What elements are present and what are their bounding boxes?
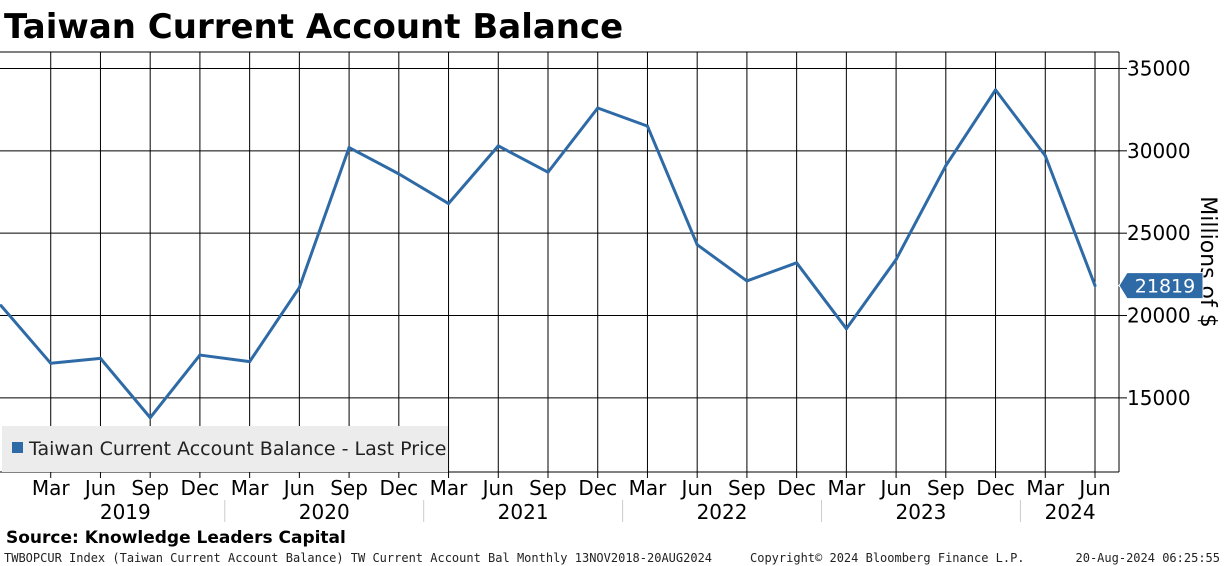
data-point xyxy=(994,88,998,92)
last-value-tag: 21819 xyxy=(1118,272,1204,300)
source-note: Source: Knowledge Leaders Capital xyxy=(6,528,346,548)
y-tick-label: 20000 xyxy=(1127,304,1191,328)
x-tick-label: Dec xyxy=(976,476,1015,500)
x-tick-label: Dec xyxy=(379,476,418,500)
x-tick-label: Dec xyxy=(578,476,617,500)
y-axis-label: Millions of $ xyxy=(1195,196,1220,327)
x-tick-label: Mar xyxy=(629,476,668,500)
x-tick-label: Mar xyxy=(430,476,469,500)
x-tick-label: Mar xyxy=(231,476,270,500)
x-year-label: 2021 xyxy=(498,500,549,524)
y-tick-label: 15000 xyxy=(1127,386,1191,410)
x-tick-label: Sep xyxy=(131,476,169,500)
x-tick-label: Jun xyxy=(1077,476,1110,500)
data-point xyxy=(844,327,848,331)
data-point xyxy=(546,170,550,174)
data-point xyxy=(98,356,102,360)
x-axis: Mar Jun Sep Dec Mar Jun Sep Dec Mar Jun Sep Dec Mar J… xyxy=(32,472,1111,524)
x-tick-label: Mar xyxy=(827,476,866,500)
plot-frame xyxy=(0,51,1120,473)
y-axis: 15000 20000 25000 30000 35000 xyxy=(1119,56,1191,410)
legend: Taiwan Current Account Balance - Last Pr… xyxy=(2,426,448,472)
data-point xyxy=(148,416,152,420)
data-point xyxy=(447,202,451,206)
x-tick-label: Jun xyxy=(481,476,514,500)
footer-right: 20-Aug-2024 06:25:55 xyxy=(1076,551,1221,565)
grid xyxy=(0,52,1119,472)
data-point xyxy=(248,360,252,364)
x-tick-label: Dec xyxy=(181,476,220,500)
footer-left: TWBOPCUR Index (Taiwan Current Account B… xyxy=(4,551,712,565)
data-point xyxy=(1043,154,1047,158)
x-year-label: 2020 xyxy=(299,500,350,524)
y-tick-label: 35000 xyxy=(1127,56,1191,80)
data-point xyxy=(397,172,401,176)
data-point xyxy=(944,164,948,168)
x-tick-label: Dec xyxy=(777,476,816,500)
data-point xyxy=(297,286,301,290)
x-tick-label: Sep xyxy=(330,476,368,500)
legend-background xyxy=(2,426,448,472)
x-year-label: 2024 xyxy=(1045,500,1096,524)
x-year-label: 2019 xyxy=(100,500,151,524)
chart-title: Taiwan Current Account Balance xyxy=(4,7,623,47)
footer-center: Copyright© 2024 Bloomberg Finance L.P. xyxy=(750,551,1025,565)
x-tick-label: Sep xyxy=(927,476,965,500)
x-tick-label: Sep xyxy=(728,476,766,500)
data-point xyxy=(894,258,898,262)
x-tick-label: Mar xyxy=(1026,476,1065,500)
last-value-label: 21819 xyxy=(1135,276,1195,298)
data-point xyxy=(745,279,749,283)
data-point xyxy=(198,353,202,357)
x-year-label: 2022 xyxy=(697,500,748,524)
data-point xyxy=(49,361,53,365)
x-tick-label: Mar xyxy=(32,476,71,500)
data-point xyxy=(795,261,799,265)
x-tick-label: Jun xyxy=(83,476,116,500)
data-point xyxy=(347,146,351,150)
data-point xyxy=(695,243,699,247)
data-point xyxy=(596,106,600,110)
legend-label: Taiwan Current Account Balance - Last Pr… xyxy=(28,438,446,460)
last-value-tag-shape xyxy=(1118,272,1204,300)
y-tick-label: 30000 xyxy=(1127,139,1191,163)
x-tick-label: Sep xyxy=(529,476,567,500)
y-tick-label: 25000 xyxy=(1127,221,1191,245)
x-tick-label: Jun xyxy=(282,476,315,500)
data-point xyxy=(0,304,3,308)
x-year-label: 2023 xyxy=(896,500,947,524)
legend-swatch xyxy=(12,442,23,453)
x-tick-label: Jun xyxy=(878,476,911,500)
data-point xyxy=(1093,284,1097,288)
data-point xyxy=(496,144,500,148)
x-tick-label: Jun xyxy=(680,476,713,500)
data-point xyxy=(645,124,649,128)
series-layer xyxy=(0,88,1097,420)
